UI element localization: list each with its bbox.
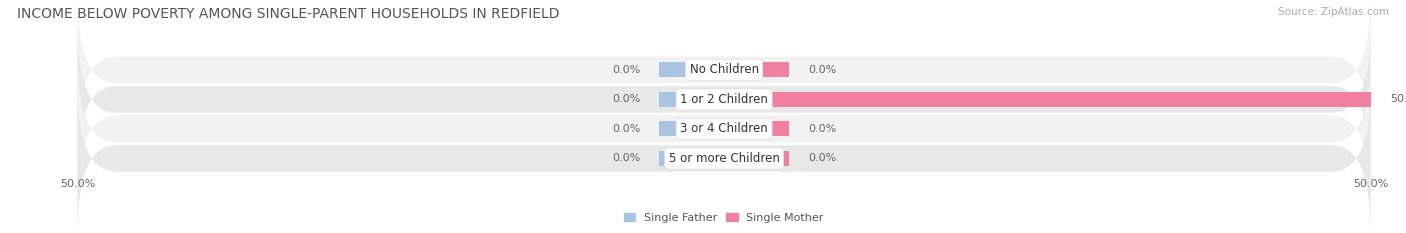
Bar xyxy=(724,151,789,166)
Bar xyxy=(724,92,1371,107)
FancyBboxPatch shape xyxy=(77,24,1371,175)
Text: 50.0%: 50.0% xyxy=(1391,94,1406,104)
Text: 1 or 2 Children: 1 or 2 Children xyxy=(681,93,768,106)
Text: 0.0%: 0.0% xyxy=(612,65,640,75)
Legend: Single Father, Single Mother: Single Father, Single Mother xyxy=(620,209,828,227)
Bar xyxy=(724,121,789,137)
Text: 0.0%: 0.0% xyxy=(808,154,837,164)
Text: 0.0%: 0.0% xyxy=(612,124,640,134)
Text: 5 or more Children: 5 or more Children xyxy=(669,152,779,165)
Text: 0.0%: 0.0% xyxy=(612,154,640,164)
Text: 0.0%: 0.0% xyxy=(808,65,837,75)
FancyBboxPatch shape xyxy=(77,54,1371,204)
Bar xyxy=(659,92,724,107)
Text: 0.0%: 0.0% xyxy=(612,94,640,104)
Bar xyxy=(659,121,724,137)
Bar xyxy=(659,62,724,77)
Text: 0.0%: 0.0% xyxy=(808,124,837,134)
FancyBboxPatch shape xyxy=(77,83,1371,233)
Bar xyxy=(659,151,724,166)
Text: 3 or 4 Children: 3 or 4 Children xyxy=(681,123,768,135)
FancyBboxPatch shape xyxy=(77,0,1371,145)
Text: Source: ZipAtlas.com: Source: ZipAtlas.com xyxy=(1278,7,1389,17)
Bar xyxy=(724,62,789,77)
Text: INCOME BELOW POVERTY AMONG SINGLE-PARENT HOUSEHOLDS IN REDFIELD: INCOME BELOW POVERTY AMONG SINGLE-PARENT… xyxy=(17,7,560,21)
Text: No Children: No Children xyxy=(689,63,759,76)
